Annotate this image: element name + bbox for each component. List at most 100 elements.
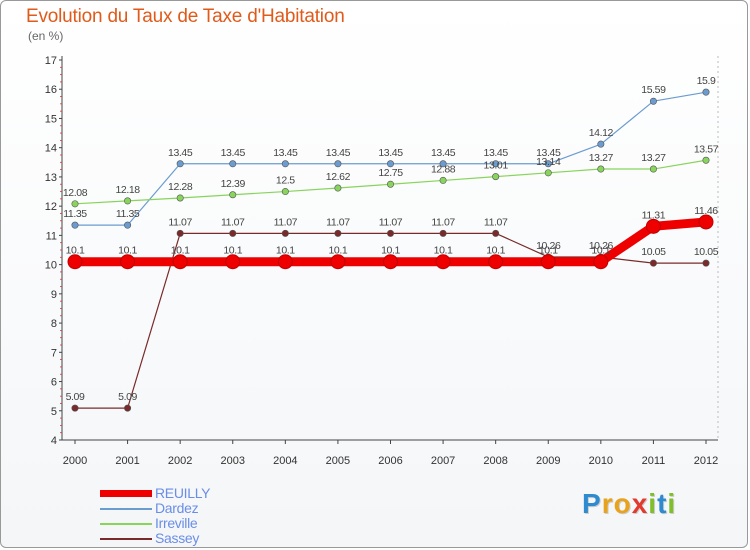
y-tick-label: 5 xyxy=(51,406,57,418)
data-label: 13.45 xyxy=(168,147,193,159)
data-label: 10.1 xyxy=(539,245,558,257)
y-tick-label: 8 xyxy=(51,318,57,330)
data-label: 13.45 xyxy=(378,147,403,159)
data-label: 12.62 xyxy=(326,171,351,183)
logo-letter: P xyxy=(582,488,602,519)
data-label: 11.07 xyxy=(274,216,298,228)
data-point xyxy=(544,160,552,168)
data-point xyxy=(492,173,500,181)
data-label: 10.1 xyxy=(381,245,400,257)
data-label: 12.08 xyxy=(63,187,88,199)
data-label: 15.59 xyxy=(641,84,666,96)
data-point xyxy=(176,160,184,168)
data-label: 10.1 xyxy=(591,245,610,257)
logo-letter: r xyxy=(601,488,614,519)
data-label: 13.45 xyxy=(536,147,561,159)
data-label: 11.07 xyxy=(168,216,192,228)
data-point xyxy=(124,197,132,205)
data-label: 15.9 xyxy=(697,75,716,87)
legend-swatch xyxy=(100,523,152,525)
data-point xyxy=(435,254,451,270)
legend-swatch xyxy=(100,490,152,497)
data-label: 11.07 xyxy=(326,216,350,228)
y-tick-label: 16 xyxy=(45,84,57,96)
data-label: 13.45 xyxy=(484,147,509,159)
y-tick-label: 15 xyxy=(45,113,57,125)
data-label: 11.31 xyxy=(642,209,666,221)
data-label: 13.27 xyxy=(641,152,666,164)
data-label: 10.1 xyxy=(434,245,453,257)
x-tick-label: 2012 xyxy=(694,455,718,467)
y-tick-label: 13 xyxy=(45,172,57,184)
data-point xyxy=(386,180,394,188)
proxiti-logo: Proxiti xyxy=(582,488,676,520)
series-layer xyxy=(67,88,714,412)
data-point xyxy=(172,254,188,270)
data-point xyxy=(281,229,289,237)
x-tick-label: 2008 xyxy=(483,455,507,467)
data-point xyxy=(439,160,447,168)
data-label: 11.46 xyxy=(694,205,718,217)
legend-label: Irreville xyxy=(155,515,198,531)
data-label: 10.1 xyxy=(276,245,295,257)
data-point xyxy=(229,160,237,168)
data-label: 13.14 xyxy=(536,156,561,168)
data-label: 10.05 xyxy=(694,246,719,258)
y-tick-label: 14 xyxy=(45,143,57,155)
data-label: 12.75 xyxy=(378,167,403,179)
data-label: 13.45 xyxy=(326,147,351,159)
logo-letter: i xyxy=(648,488,658,519)
data-label: 11.35 xyxy=(63,208,87,220)
x-tick-label: 2007 xyxy=(431,455,455,467)
y-tick-label: 6 xyxy=(51,377,57,389)
data-point xyxy=(540,254,556,270)
data-point xyxy=(593,254,609,270)
data-point xyxy=(645,218,661,234)
legend-label: Sassey xyxy=(155,530,200,546)
data-label: 13.01 xyxy=(484,160,509,172)
x-tick-label: 2011 xyxy=(642,455,666,467)
x-tick-label: 2006 xyxy=(378,455,402,467)
y-tick-label: 10 xyxy=(45,260,57,272)
data-point xyxy=(488,254,504,270)
x-tick-label: 2000 xyxy=(63,455,87,467)
data-point xyxy=(439,176,447,184)
data-point xyxy=(67,254,83,270)
data-label: 5.09 xyxy=(118,391,137,403)
x-tick-label: 2005 xyxy=(326,455,350,467)
data-labels: 10.1 10.1 10.1 10.1 10.1 10.1 10.1 10.1 10.1 10.1… xyxy=(63,75,719,403)
data-point xyxy=(649,97,657,105)
x-tick-label: 2010 xyxy=(589,455,613,467)
legend-swatch xyxy=(100,538,152,540)
y-tick-label: 4 xyxy=(51,435,57,447)
x-tick-label: 2009 xyxy=(536,455,560,467)
data-label: 10.1 xyxy=(223,245,242,257)
data-label: 11.07 xyxy=(221,216,245,228)
data-point xyxy=(386,229,394,237)
logo-letter: i xyxy=(667,488,677,519)
data-point xyxy=(176,194,184,202)
data-point xyxy=(702,259,710,267)
data-point xyxy=(698,214,714,230)
x-tick-label: 2003 xyxy=(221,455,245,467)
data-point xyxy=(334,229,342,237)
data-label: 10.1 xyxy=(118,245,137,257)
data-point xyxy=(492,160,500,168)
data-label: 11.07 xyxy=(484,216,508,228)
data-point xyxy=(281,188,289,196)
data-label: 10.1 xyxy=(66,245,85,257)
chart-title: Evolution du Taux de Taxe d'Habitation xyxy=(26,6,345,27)
data-label: 11.35 xyxy=(116,208,140,220)
data-point xyxy=(439,229,447,237)
data-point xyxy=(120,254,136,270)
data-label: 13.27 xyxy=(589,152,614,164)
data-label: 11.07 xyxy=(379,216,403,228)
data-label: 10.1 xyxy=(486,245,505,257)
data-point xyxy=(702,88,710,96)
data-point xyxy=(229,229,237,237)
data-label: 12.5 xyxy=(276,175,295,187)
data-label: 13.57 xyxy=(694,143,719,155)
data-point xyxy=(124,404,132,412)
data-point xyxy=(71,221,79,229)
